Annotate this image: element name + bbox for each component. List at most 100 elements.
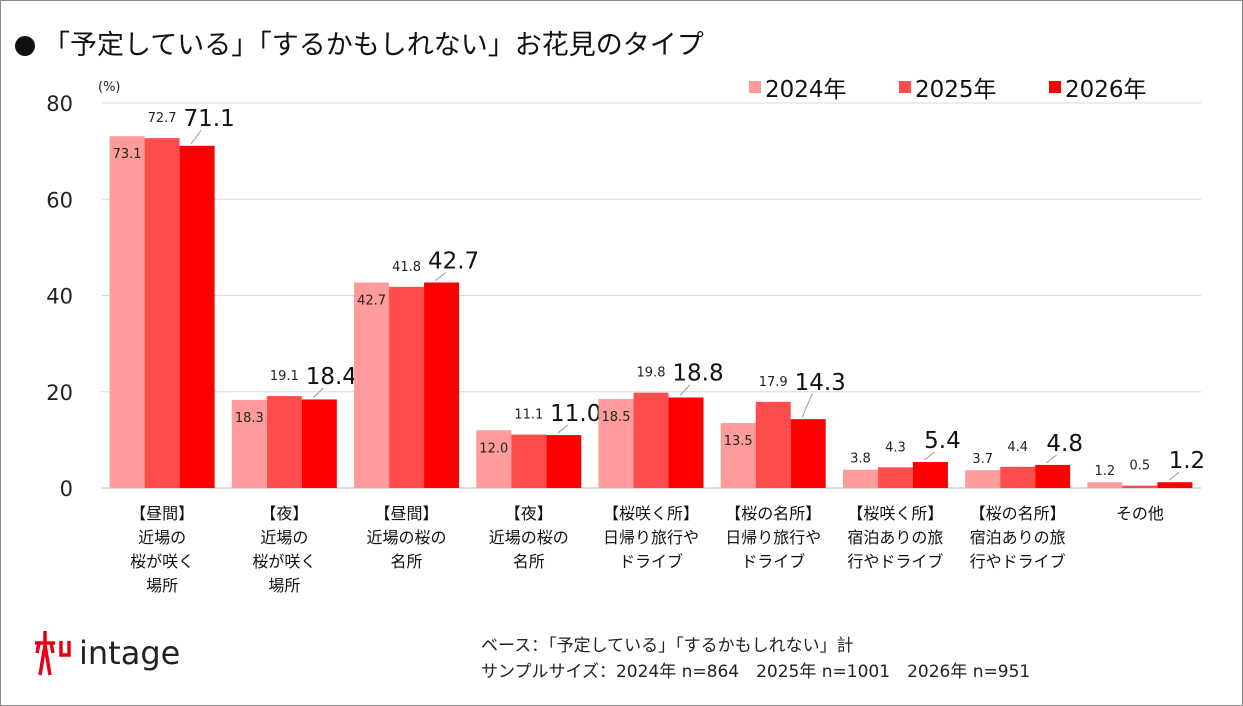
legend-label: 2025年: [915, 77, 997, 103]
bar-2026年-3: [546, 435, 582, 488]
y-tick-label: 0: [60, 477, 73, 501]
data-label: 11.0: [550, 401, 601, 427]
bar-2024年-4: [598, 398, 634, 488]
leader-line: [557, 424, 569, 434]
bar-2025年-7: [1000, 466, 1036, 488]
bar-2024年-0: [109, 136, 145, 489]
data-label: 1.2: [1169, 448, 1206, 474]
x-tick-label: 【桜咲く所】: [847, 504, 943, 523]
x-tick-label: 【桜の名所】: [725, 504, 821, 523]
x-tick-label: 宿泊ありの旅: [970, 528, 1066, 547]
data-label: 19.8: [637, 366, 666, 381]
data-label: 41.8: [392, 260, 421, 275]
x-tick-label: 桜が咲く: [252, 552, 316, 571]
bar-2025年-1: [266, 396, 302, 488]
bar-2026年-0: [179, 145, 215, 489]
bar-2024年-8: [1087, 482, 1123, 488]
bar-2024年-5: [720, 423, 756, 488]
x-tick-label: 日帰り旅行や: [725, 528, 821, 547]
data-label: 73.1: [113, 147, 142, 162]
chart-title: 「予定している」「するかもしれない」お花見のタイプ: [15, 23, 704, 62]
sample-size-note: サンプルサイズ：2024年 n=864 2025年 n=1001 2026年 n…: [481, 662, 1031, 682]
x-tick-label: 場所: [146, 576, 178, 595]
legend-label: 2026年: [1065, 77, 1147, 103]
bar-2025年-0: [144, 138, 180, 488]
x-tick-label: ドライブ: [619, 552, 683, 571]
x-tick-label: 日帰り旅行や: [603, 528, 699, 547]
legend-swatch-2025年: [899, 81, 911, 93]
x-tick-label: 【桜咲く所】: [603, 504, 699, 523]
data-label: 18.3: [235, 411, 264, 426]
leader-line: [801, 393, 813, 418]
bar-2024年-1: [231, 399, 267, 488]
bar-2025年-5: [755, 401, 791, 488]
bar-2026年-5: [790, 419, 826, 488]
legend-swatch-2024年: [749, 81, 761, 93]
legend-label: 2024年: [765, 77, 847, 103]
x-tick-label: 桜が咲く: [130, 552, 194, 571]
leader-line: [190, 129, 202, 145]
leader-line: [1046, 454, 1057, 464]
bar-2026年-4: [668, 397, 704, 488]
data-label: 18.8: [672, 361, 723, 387]
x-tick-label: 行やドライブ: [970, 552, 1066, 571]
bar-2025年-3: [511, 434, 547, 488]
bar-2024年-3: [476, 430, 512, 488]
bar-2025年-4: [633, 392, 669, 488]
data-label: 11.1: [514, 408, 543, 423]
x-tick-label: 名所: [513, 552, 545, 571]
x-tick-label: 【夜】: [260, 504, 308, 523]
x-tick-label: 場所: [268, 576, 300, 595]
leader-line: [1168, 471, 1180, 481]
base-note: ベース：「予定している」「するかもしれない」計: [481, 636, 854, 656]
data-label: 12.0: [479, 441, 508, 456]
data-label: 19.1: [270, 369, 299, 384]
y-tick-label: 80: [46, 92, 73, 116]
y-tick-label: 40: [46, 285, 73, 309]
data-label: 3.7: [972, 452, 993, 467]
title-text: 「予定している」「するかもしれない」お花見のタイプ: [43, 30, 704, 61]
x-tick-label: 行やドライブ: [847, 552, 943, 571]
y-tick-label: 60: [46, 188, 73, 212]
data-label: 72.7: [148, 111, 177, 126]
bar-2026年-6: [912, 462, 948, 488]
bar-2025年-6: [877, 467, 913, 488]
data-label: 3.8: [850, 452, 871, 467]
data-label: 4.4: [1007, 440, 1028, 455]
bar-2024年-7: [965, 470, 1001, 488]
bar-2024年-6: [842, 469, 878, 488]
x-tick-label: ドライブ: [741, 552, 805, 571]
data-label: 13.5: [724, 434, 753, 449]
logo-wordmark: intage: [79, 634, 181, 672]
x-tick-label: その他: [1116, 504, 1164, 523]
x-tick-label: 【昼間】: [130, 504, 194, 523]
x-tick-label: 【昼間】: [375, 504, 439, 523]
intage-logo: intage: [33, 629, 180, 677]
intage-logo-mark-icon: [35, 631, 71, 676]
bar-2025年-2: [389, 286, 425, 488]
data-label: 4.3: [885, 440, 906, 455]
data-label: 18.5: [602, 410, 631, 425]
leader-line: [435, 272, 446, 281]
x-tick-label: 近場の: [138, 528, 186, 547]
x-tick-label: 近場の桜の: [489, 528, 569, 547]
bullet-icon: [15, 36, 35, 56]
x-tick-label: 近場の: [260, 528, 308, 547]
x-tick-label: 名所: [391, 552, 423, 571]
data-label: 0.5: [1130, 459, 1151, 474]
leader-line: [924, 451, 935, 461]
bar-2026年-2: [424, 282, 460, 488]
data-label: 17.9: [759, 375, 788, 390]
chart-footer: ベース：「予定している」「するかもしれない」計 サンプルサイズ：2024年 n=…: [481, 633, 1030, 685]
bar-2026年-8: [1157, 482, 1193, 488]
x-tick-label: 【桜の名所】: [970, 504, 1066, 523]
x-tick-label: 【夜】: [505, 504, 553, 523]
data-label: 4.8: [1046, 431, 1083, 457]
leader-line: [312, 387, 324, 398]
y-axis-unit: (%): [98, 80, 121, 95]
bar-2026年-1: [301, 399, 337, 488]
data-label: 42.7: [428, 249, 479, 275]
bar-2025年-8: [1122, 485, 1158, 488]
